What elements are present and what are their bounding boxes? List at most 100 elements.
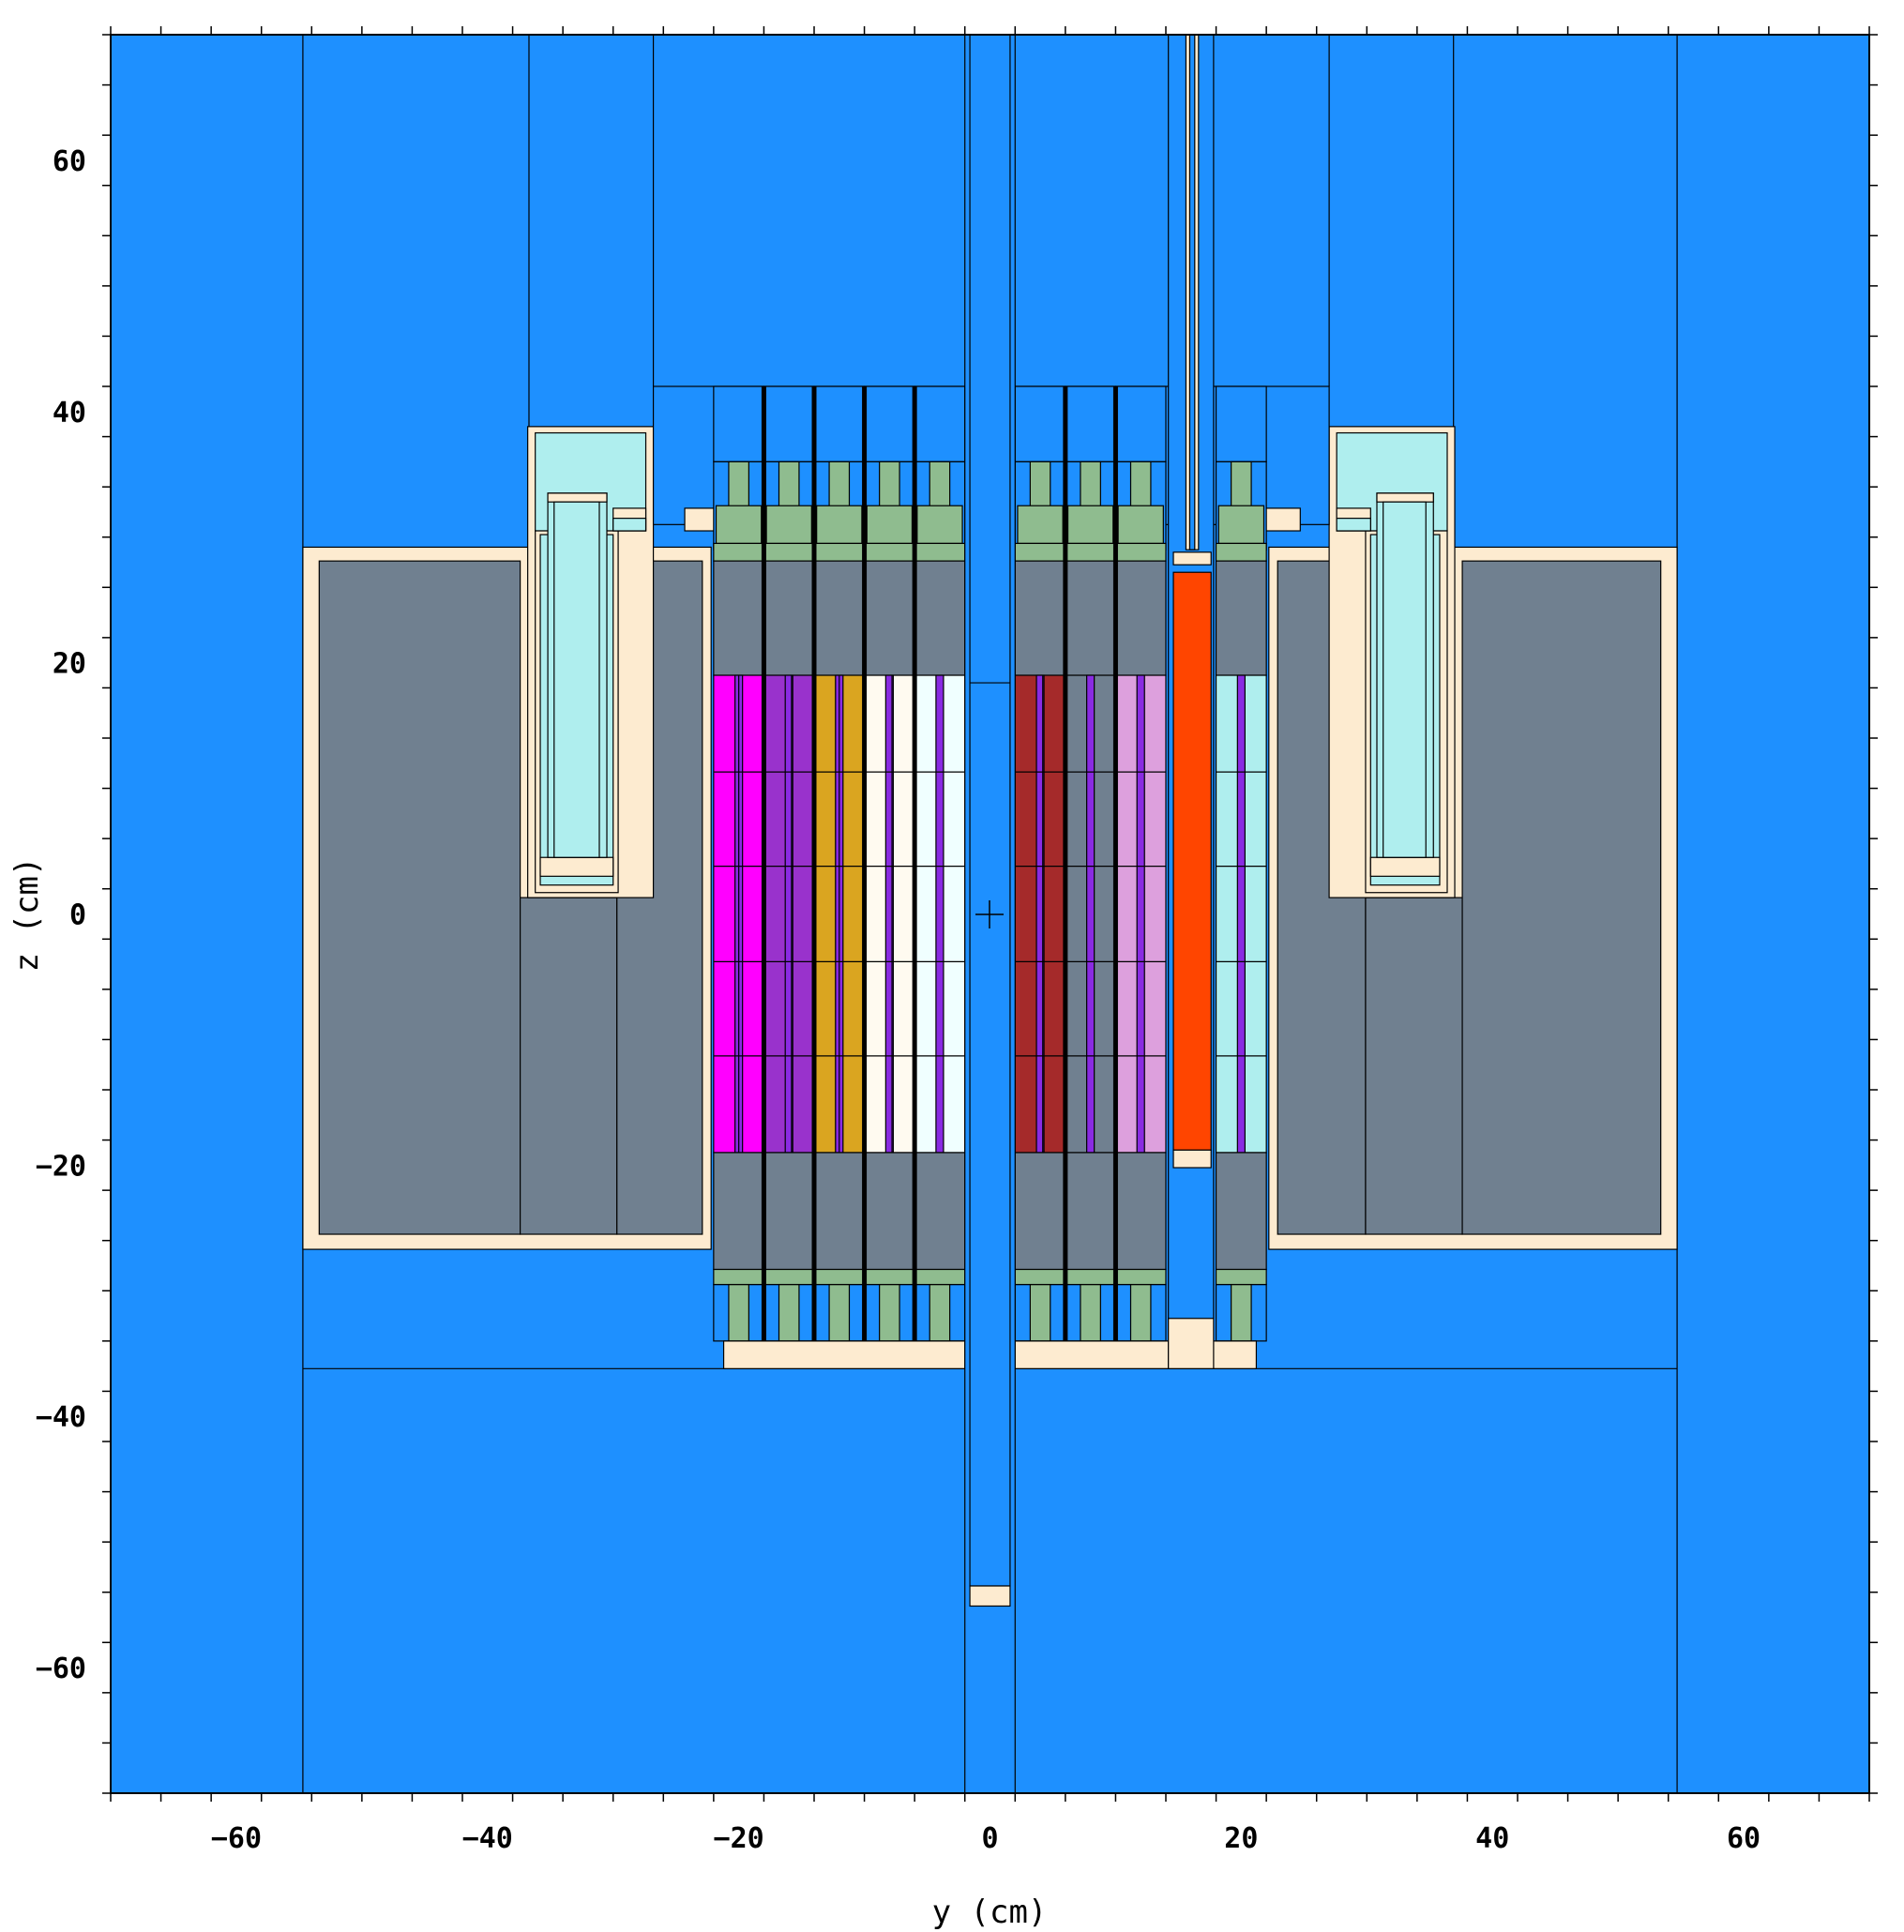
element-nozzle	[828, 460, 851, 513]
element-bottom-fitting	[914, 1268, 966, 1286]
thimble-clad-left	[539, 856, 614, 877]
y-tick-label: 60	[53, 145, 86, 178]
graphite-reflector-right	[1365, 897, 1463, 1235]
thimble-clad-right	[1369, 856, 1441, 877]
central-thimble-inner	[969, 35, 1011, 1587]
element-nozzle	[1080, 460, 1101, 513]
absorber-strip	[935, 674, 944, 1154]
x-tick-label: 20	[1224, 1822, 1258, 1855]
element-upper-reflector	[713, 560, 765, 676]
element-lower-reflector	[763, 1152, 815, 1271]
element-bottom-box	[1215, 1283, 1267, 1342]
element-bottom-nozzle	[828, 1283, 851, 1342]
element-bottom-nozzle	[879, 1283, 900, 1342]
element-nozzle	[728, 460, 749, 513]
element-top-box	[1215, 385, 1267, 462]
element-upper-reflector	[813, 560, 866, 676]
plot-frame	[110, 34, 1870, 1794]
y-tick-label: 0	[69, 899, 86, 932]
thimble-clad-right	[1376, 492, 1434, 503]
element-top-box	[1065, 385, 1117, 462]
element-lower-reflector	[1065, 1152, 1117, 1271]
lower-grid-plate	[722, 1340, 966, 1369]
element-nozzle	[1231, 460, 1252, 513]
element-top-fitting	[1065, 542, 1117, 562]
element-bottom-nozzle	[1129, 1283, 1152, 1342]
element-top-box	[1114, 385, 1167, 462]
absorber-strip	[1236, 674, 1246, 1154]
reactor-geometry	[111, 35, 1869, 1793]
element-bottom-fitting	[813, 1268, 866, 1286]
element-bottom-fitting	[863, 1268, 915, 1286]
element-top-fitting	[813, 542, 866, 562]
element-nozzle	[778, 460, 800, 513]
element-top-box	[813, 385, 866, 462]
control-rod-guide-inner	[1188, 35, 1196, 551]
element-bottom-fitting	[1065, 1268, 1117, 1286]
central-thimble-plug	[969, 1585, 1011, 1607]
element-bottom-nozzle	[1231, 1283, 1252, 1342]
element-lower-reflector	[713, 1152, 765, 1271]
element-lower-reflector	[1215, 1152, 1267, 1271]
x-tick-label: 40	[1475, 1822, 1509, 1855]
x-tick-label: −20	[714, 1822, 764, 1855]
thimble-water-left	[553, 501, 600, 858]
absorber-strip	[1086, 674, 1096, 1154]
element-lower-reflector	[914, 1152, 966, 1271]
element-bottom-nozzle	[778, 1283, 800, 1342]
x-tick-label: −60	[211, 1822, 262, 1855]
element-top-fitting	[1217, 505, 1265, 545]
x-tick-label: 60	[1727, 1822, 1760, 1855]
y-tick-label: −60	[36, 1653, 86, 1685]
control-rod-top	[1172, 551, 1212, 566]
element-top-fitting	[715, 505, 763, 545]
control-rod-absorber	[1172, 571, 1212, 1151]
y-tick-label: −40	[36, 1401, 86, 1434]
element-bottom-nozzle	[1029, 1283, 1051, 1342]
y-tick-labels: −60 −40 −20 0 20 40 60	[36, 145, 86, 1685]
thimble-clad-left	[547, 492, 608, 503]
y-axis-title: z (cm)	[8, 857, 46, 973]
element-upper-reflector	[863, 560, 915, 676]
element-top-fitting	[765, 505, 812, 545]
element-bottom-fitting	[763, 1268, 815, 1286]
thimble-water-right	[1383, 501, 1427, 858]
thimble-water-right	[1336, 518, 1371, 532]
element-nozzle	[1129, 460, 1152, 513]
axis-ticks	[102, 26, 1878, 1802]
origin-marker	[975, 900, 1004, 928]
thimble-water-left	[612, 518, 647, 532]
absorber-strip	[1136, 674, 1145, 1154]
element-top-fitting	[713, 542, 765, 562]
lower-grid-plate	[1014, 1340, 1258, 1369]
element-top-fitting	[1117, 505, 1164, 545]
element-nozzle	[1029, 460, 1051, 513]
element-top-fitting	[1014, 542, 1066, 562]
element-bottom-fitting	[1215, 1268, 1267, 1286]
element-top-fitting	[863, 542, 915, 562]
element-bottom-fitting	[1014, 1268, 1066, 1286]
control-rod-bottom	[1172, 1149, 1212, 1169]
element-bottom-fitting	[1114, 1268, 1167, 1286]
element-nozzle	[879, 460, 900, 513]
control-rod-foot	[1168, 1318, 1215, 1369]
element-top-fitting	[1066, 505, 1114, 545]
element-top-fitting	[1017, 505, 1064, 545]
element-lower-reflector	[1014, 1152, 1066, 1271]
element-upper-reflector	[1114, 560, 1167, 676]
element-top-box	[763, 385, 815, 462]
element-bottom-nozzle	[728, 1283, 749, 1342]
element-top-fitting	[763, 542, 815, 562]
graphite-reflector-left	[318, 560, 521, 1235]
element-upper-reflector	[1215, 560, 1267, 676]
element-top-fitting	[914, 542, 966, 562]
element-top-fitting	[916, 505, 963, 545]
element-upper-reflector	[914, 560, 966, 676]
element-upper-reflector	[763, 560, 815, 676]
graphite-reflector-right	[1461, 560, 1662, 1235]
x-tick-labels: −60 −40 −20 0 20 40 60	[211, 1822, 1760, 1855]
y-tick-label: 40	[53, 397, 86, 430]
x-tick-label: 0	[981, 1822, 998, 1855]
x-tick-label: −40	[462, 1822, 513, 1855]
